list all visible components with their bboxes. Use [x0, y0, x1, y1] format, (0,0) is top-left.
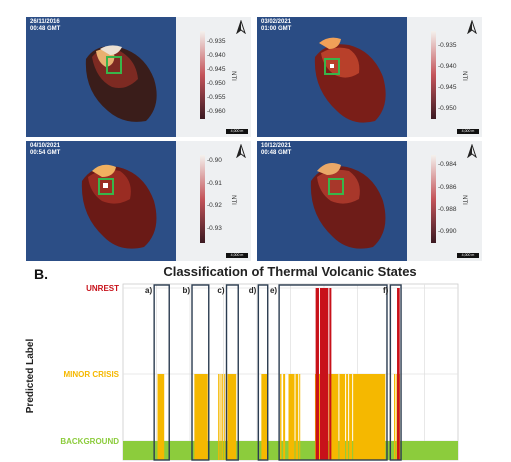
- colorbar-tick: -0.984: [438, 161, 457, 168]
- map-panel-1: 26/11/2016 00:48 GMT -0.935 -0.940 -0.945…: [26, 17, 251, 137]
- minor-crisis-bar: [394, 374, 396, 460]
- colorbar-unit: NTI: [460, 195, 467, 205]
- colorbar-tick: -0.945: [438, 84, 457, 91]
- colorbar-tick: -0.92: [207, 202, 222, 209]
- minor-crisis-bar: [288, 374, 295, 460]
- event-label: e): [270, 286, 277, 295]
- map-image: [26, 141, 251, 261]
- timestamp: 04/10/2021 00:54 GMT: [30, 143, 61, 156]
- y-tick-label: UNREST: [86, 284, 119, 293]
- event-label: a): [145, 286, 152, 295]
- colorbar-tick: -0.950: [207, 80, 226, 87]
- scale-bar: 4,000 m: [457, 129, 479, 134]
- event-label: f): [383, 286, 389, 295]
- minor-crisis-bar: [227, 374, 237, 460]
- colorbar-tick: -0.91: [207, 180, 222, 187]
- timestamp: 10/12/2021 00:48 GMT: [261, 143, 292, 156]
- minor-crisis-bar: [157, 374, 165, 460]
- colorbar-unit: NTI: [229, 71, 236, 81]
- minor-crisis-bar: [222, 374, 224, 460]
- colorbar-tick: -0.935: [207, 38, 226, 45]
- minor-crisis-bar: [328, 374, 339, 460]
- minor-crisis-bar: [295, 374, 299, 460]
- minor-crisis-bar: [299, 374, 301, 460]
- timestamp: 26/11/2016 00:48 GMT: [30, 19, 61, 32]
- colorbar-tick: -0.940: [438, 63, 457, 70]
- map-panel-4: 10/12/2021 00:48 GMT -0.984 -0.986 -0.988…: [257, 141, 482, 261]
- y-tick-label: MINOR CRISIS: [63, 370, 119, 379]
- map-image: [257, 17, 482, 137]
- y-tick-label: BACKGROUND: [60, 437, 119, 446]
- minor-crisis-bar: [194, 374, 208, 460]
- map-image: [257, 141, 482, 261]
- colorbar-tick: -0.955: [207, 94, 226, 101]
- minor-crisis-bar: [353, 374, 386, 460]
- minor-crisis-bar: [220, 374, 222, 460]
- unrest-bar: [397, 288, 400, 460]
- north-arrow-icon: [467, 20, 477, 34]
- colorbar-unit: NTI: [229, 195, 236, 205]
- timestamp: 03/02/2021 01:00 GMT: [261, 19, 292, 32]
- minor-crisis-bar: [261, 374, 268, 460]
- colorbar-tick: -0.988: [438, 206, 457, 213]
- event-box: [225, 284, 239, 461]
- minor-crisis-bar: [280, 374, 282, 460]
- colorbar-unit: NTI: [460, 71, 467, 81]
- event-box: [278, 284, 388, 461]
- north-arrow-icon: [236, 20, 246, 34]
- minor-crisis-bar: [283, 374, 286, 460]
- colorbar-tick: -0.950: [438, 105, 457, 112]
- north-arrow-icon: [236, 144, 246, 158]
- colorbar-tick: -0.960: [207, 108, 226, 115]
- colorbar-tick: -0.945: [207, 66, 226, 73]
- unrest-bar: [315, 288, 319, 460]
- scale-bar: 4,000 m: [226, 129, 248, 134]
- colorbar-tick: -0.940: [207, 52, 226, 59]
- event-label: b): [182, 286, 190, 295]
- event-label: c): [217, 286, 224, 295]
- event-box: [389, 284, 402, 461]
- scale-bar: 4,000 m: [457, 253, 479, 258]
- event-label: d): [249, 286, 257, 295]
- map-panel-2: 03/02/2021 01:00 GMT -0.935 -0.940 -0.945…: [257, 17, 482, 137]
- classification-chart: Classification of Thermal Volcanic State…: [25, 264, 459, 461]
- y-axis-label: Predicted Label: [25, 339, 36, 414]
- unrest-bar: [319, 288, 329, 460]
- panel-label-b: B.: [34, 266, 48, 282]
- colorbar-tick: -0.93: [207, 225, 222, 232]
- event-box: [257, 284, 269, 461]
- chart-title: Classification of Thermal Volcanic State…: [163, 264, 416, 279]
- map-image: [26, 17, 251, 137]
- event-box: [153, 284, 170, 461]
- minor-crisis-bar: [218, 374, 220, 460]
- event-box: [191, 284, 210, 461]
- north-arrow-icon: [467, 144, 477, 158]
- colorbar-tick: -0.986: [438, 184, 457, 191]
- colorbar-tick: -0.935: [438, 42, 457, 49]
- unrest-bar: [329, 288, 332, 460]
- minor-crisis-bar: [224, 374, 226, 460]
- colorbar-tick: -0.990: [438, 228, 457, 235]
- colorbar-tick: -0.90: [207, 157, 222, 164]
- minor-crisis-bar: [339, 374, 346, 460]
- map-panel-3: 04/10/2021 00:54 GMT -0.90 -0.91 -0.92 -0…: [26, 141, 251, 261]
- scale-bar: 4,000 m: [226, 253, 248, 258]
- minor-crisis-bar: [346, 374, 349, 460]
- minor-crisis-bar: [349, 374, 353, 460]
